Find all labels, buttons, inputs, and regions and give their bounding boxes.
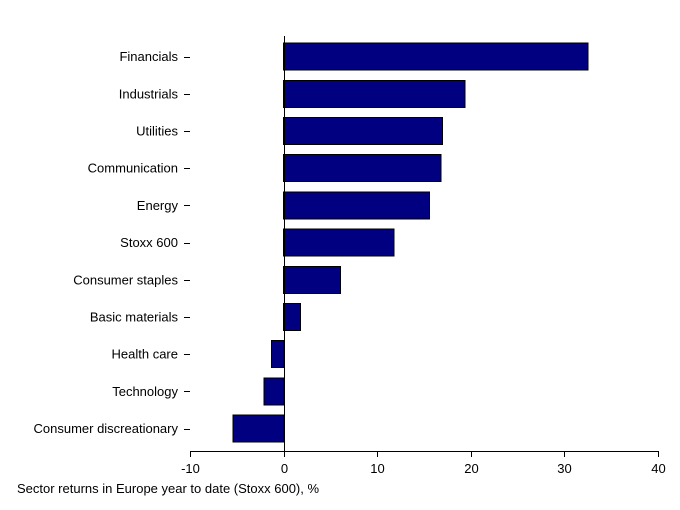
bar-utilities <box>283 117 444 145</box>
bar-basic-materials <box>283 303 301 331</box>
x-tick-label-30: 30 <box>557 461 571 476</box>
x-axis-label: Sector returns in Europe year to date (S… <box>17 481 319 496</box>
x-tick-label-neg10: -10 <box>181 461 200 476</box>
x-tick-label-0: 0 <box>281 461 288 476</box>
bars-group <box>232 42 589 443</box>
category-label-communication: Communication <box>88 161 178 176</box>
bar-energy <box>283 191 431 220</box>
x-axis-ticks: -10 0 10 20 30 40 <box>181 451 666 476</box>
category-label-basic-materials: Basic materials <box>90 310 179 325</box>
category-label-utilities: Utilities <box>136 124 178 139</box>
category-label-consumer-staples: Consumer staples <box>73 272 178 287</box>
x-tick-label-10: 10 <box>370 461 384 476</box>
category-label-health-care: Health care <box>112 347 178 362</box>
bar-financials <box>283 42 589 71</box>
category-label-consumer-discreationary: Consumer discreationary <box>33 421 178 436</box>
bar-technology <box>263 377 285 406</box>
x-tick-label-40: 40 <box>651 461 665 476</box>
category-ticks <box>184 57 190 430</box>
x-tick-label-20: 20 <box>464 461 478 476</box>
category-label-technology: Technology <box>112 384 178 399</box>
bar-communication <box>283 154 442 183</box>
category-label-financials: Financials <box>119 49 178 64</box>
bar-stoxx-600 <box>283 228 395 257</box>
category-label-energy: Energy <box>137 198 179 213</box>
category-label-stoxx-600: Stoxx 600 <box>120 235 178 250</box>
bar-consumer-staples <box>283 265 342 294</box>
bar-industrials <box>283 79 466 108</box>
category-label-industrials: Industrials <box>119 86 179 101</box>
bar-consumer-discreationary <box>232 414 285 443</box>
category-labels: Financials Industrials Utilities Communicat… <box>33 49 178 436</box>
bar-health-care <box>270 340 285 369</box>
